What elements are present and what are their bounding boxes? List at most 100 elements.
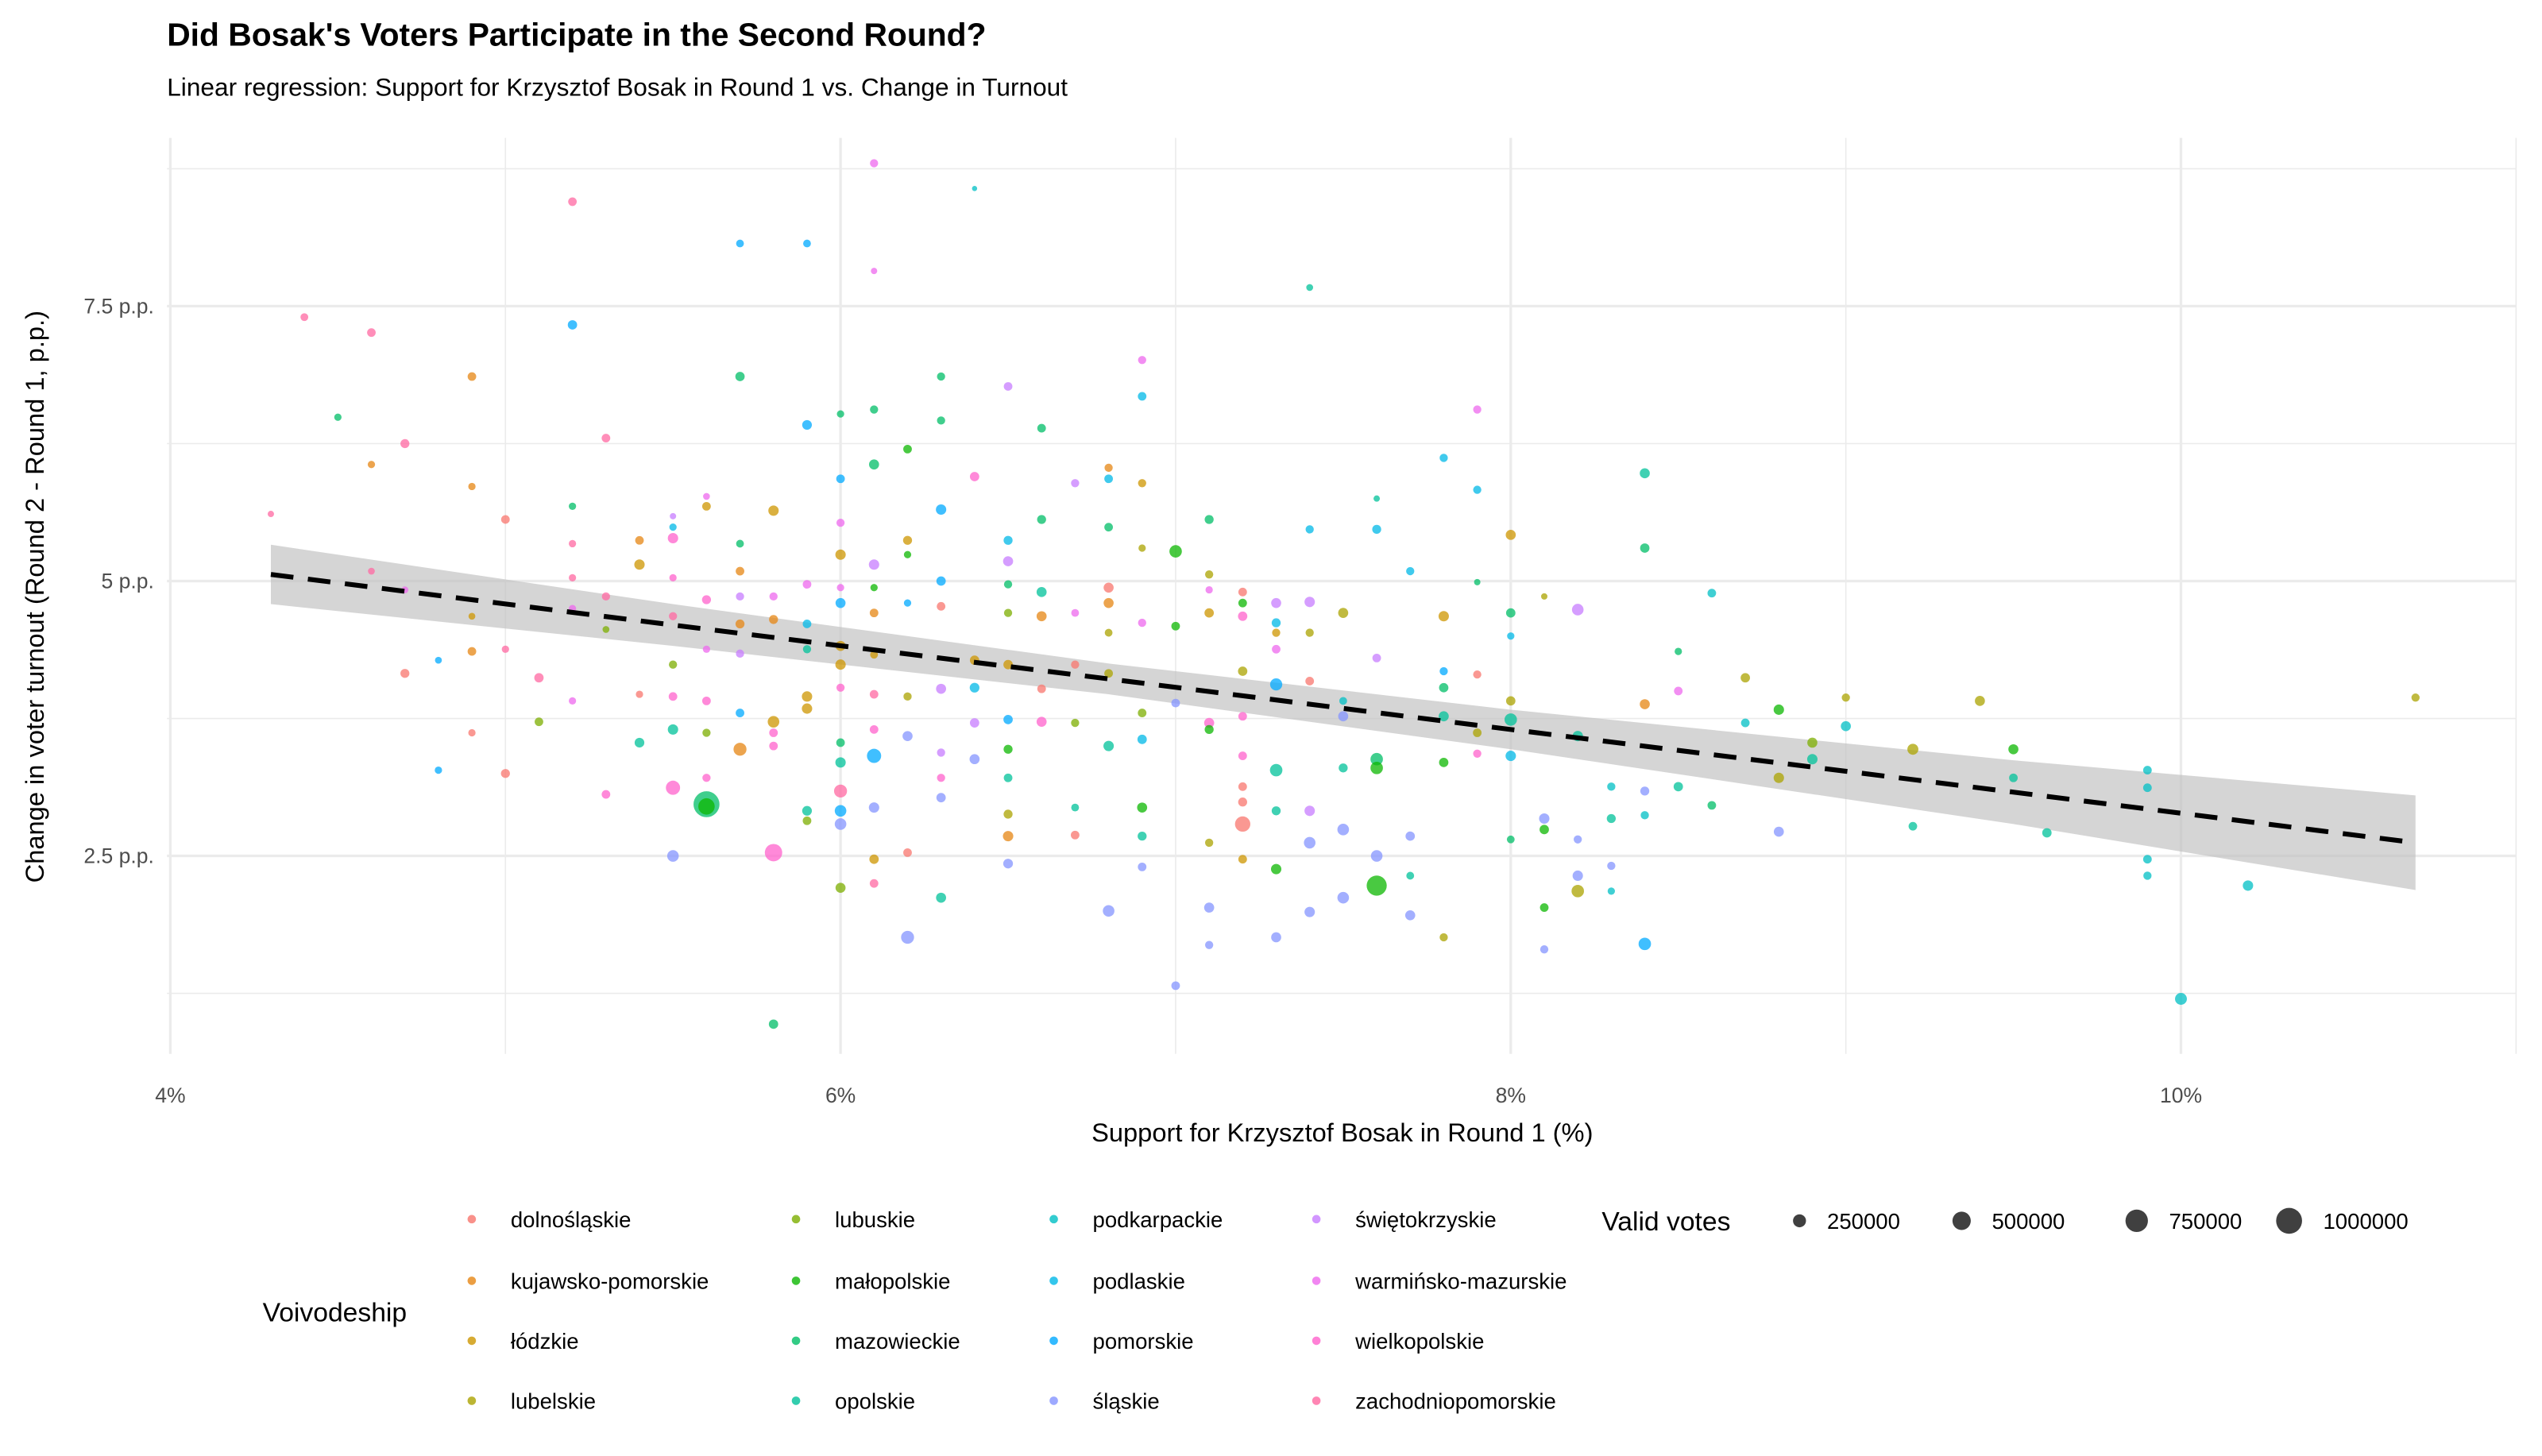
legend-color-key (467, 1276, 477, 1285)
data-point (701, 696, 711, 705)
data-point (1439, 757, 1449, 767)
data-point (569, 502, 577, 510)
data-point (1269, 763, 1283, 777)
legend-label: małopolskie (835, 1269, 950, 1294)
data-point (1104, 628, 1113, 637)
data-point (1474, 578, 1481, 585)
data-point (969, 718, 979, 728)
data-point (1406, 566, 1415, 576)
data-point (1037, 684, 1046, 693)
data-point (669, 574, 677, 581)
data-point (1539, 903, 1549, 913)
data-point (1506, 835, 1515, 844)
legend-color-key (1049, 1336, 1058, 1346)
data-point (1171, 621, 1180, 631)
data-point (267, 511, 274, 518)
legend-color-key (467, 1215, 477, 1224)
data-point (1372, 524, 1381, 535)
data-point (1740, 673, 1750, 683)
data-point (702, 645, 710, 653)
data-point (870, 159, 879, 168)
data-point (634, 737, 645, 748)
data-point (1003, 382, 1013, 391)
data-point (400, 669, 410, 678)
data-point (870, 651, 879, 659)
data-point (1104, 474, 1114, 484)
data-point (736, 709, 744, 718)
data-point (1806, 754, 1818, 765)
data-point (937, 416, 945, 425)
data-point (500, 515, 510, 524)
data-point (1571, 885, 1585, 898)
x-tick-label: 10% (2160, 1083, 2202, 1107)
data-point (1104, 463, 1113, 473)
data-point (1238, 666, 1248, 676)
data-point (936, 892, 946, 903)
legend-color-key (467, 1336, 477, 1346)
data-point (1203, 902, 1215, 913)
legend-color-key (1312, 1215, 1321, 1224)
data-point (701, 595, 712, 604)
legend-color-key (1312, 1396, 1321, 1405)
data-point (2175, 993, 2187, 1005)
data-point (1234, 816, 1250, 832)
data-point (1271, 806, 1281, 816)
data-point (1607, 861, 1616, 871)
data-point (1204, 838, 1214, 848)
data-point (1337, 824, 1350, 836)
legend-size-key (1793, 1214, 1806, 1228)
data-point (869, 879, 879, 888)
data-point (834, 805, 847, 817)
data-point (1272, 628, 1281, 637)
data-point (601, 434, 611, 442)
legend-size-label: 500000 (1991, 1209, 2065, 1234)
color-legend-title: Voivodeship (263, 1298, 408, 1327)
data-point (1674, 686, 1683, 696)
data-point (1003, 608, 1013, 617)
data-point (1406, 871, 1415, 880)
data-point (1473, 485, 1482, 494)
data-point (2142, 783, 2152, 793)
data-point (1505, 608, 1516, 618)
data-point (903, 848, 912, 857)
data-point (769, 728, 778, 737)
data-point (1304, 836, 1316, 849)
legend-size-key (2276, 1207, 2302, 1234)
data-point (767, 716, 780, 728)
data-point (869, 608, 879, 618)
data-point (1572, 870, 1583, 881)
data-point (769, 741, 778, 751)
data-point (1003, 535, 1013, 545)
data-point (1304, 805, 1315, 817)
data-point (903, 599, 912, 607)
data-point (300, 313, 309, 322)
data-point (668, 692, 678, 701)
data-point (1339, 763, 1348, 773)
data-point (601, 790, 611, 799)
data-point (937, 748, 945, 757)
legend-label: świętokrzyskie (1355, 1207, 1497, 1232)
data-point (601, 592, 610, 601)
data-point (1370, 850, 1383, 862)
data-point (1606, 813, 1617, 824)
data-point (835, 882, 846, 894)
data-point (569, 697, 577, 705)
legend-color-key (1049, 1396, 1058, 1405)
data-point (467, 372, 477, 381)
data-point (569, 574, 577, 581)
legend-color-key (791, 1276, 801, 1285)
data-point (1675, 647, 1682, 655)
data-point (868, 802, 879, 813)
data-point (1137, 734, 1147, 744)
data-point (1841, 720, 1851, 732)
data-point (969, 754, 980, 765)
data-point (1271, 932, 1281, 943)
data-point (1104, 523, 1114, 532)
data-point (736, 566, 744, 576)
legend-color-key (1049, 1276, 1058, 1285)
data-point (764, 844, 782, 862)
data-point (1238, 855, 1247, 864)
data-point (902, 731, 913, 741)
x-axis-title: Support for Krzysztof Bosak in Round 1 (… (1091, 1118, 1593, 1147)
